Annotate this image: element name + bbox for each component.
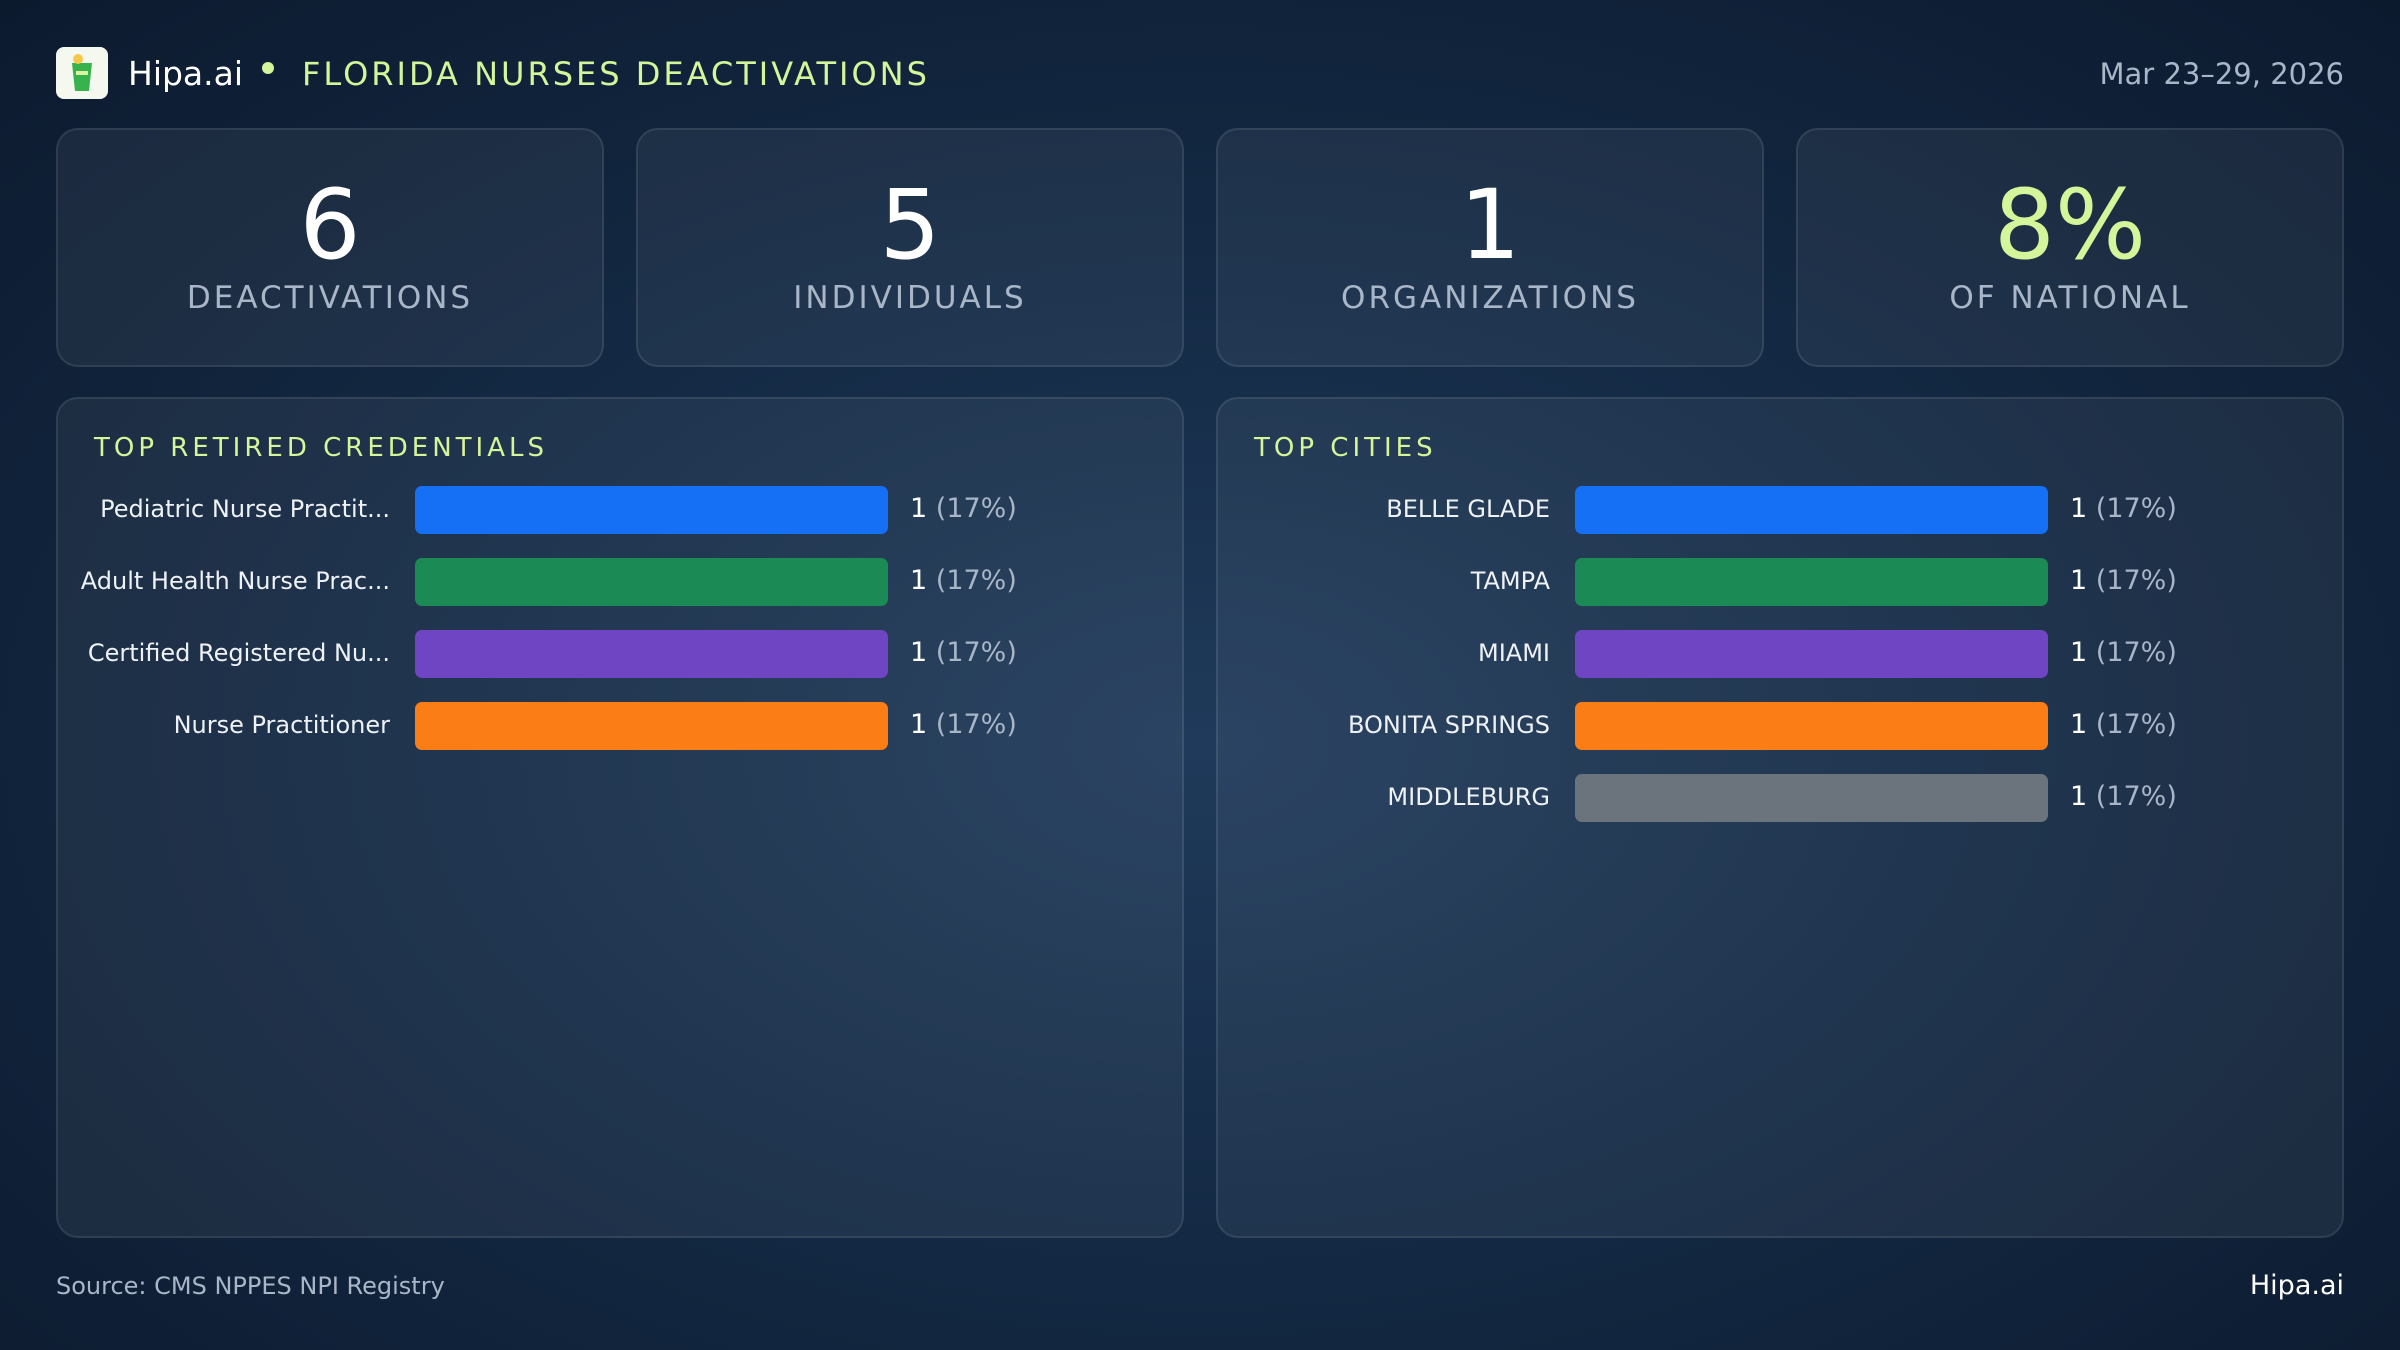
row-label: TAMPA xyxy=(1470,567,1550,595)
chart-panel: TOP RETIRED CREDENTIALS Pediatric Nurse P… xyxy=(56,397,1184,1238)
value-label: 1 (17%) xyxy=(2070,637,2177,668)
percent: (17%) xyxy=(2095,565,2177,596)
bar xyxy=(415,486,888,534)
value-label: 1 (17%) xyxy=(910,565,1017,596)
stat-card: 8% OF NATIONAL xyxy=(1796,128,2344,367)
percent: (17%) xyxy=(2095,709,2177,740)
stat-caption: INDIVIDUALS xyxy=(793,280,1027,316)
stat-card: 1 ORGANIZATIONS xyxy=(1216,128,1764,367)
percent: (17%) xyxy=(935,637,1017,668)
row-label: BONITA SPRINGS xyxy=(1347,711,1550,739)
bar xyxy=(1575,558,2048,606)
row-label: MIDDLEBURG xyxy=(1387,783,1550,811)
row-label: Pediatric Nurse Practit... xyxy=(100,495,390,523)
row-label: MIAMI xyxy=(1478,639,1550,667)
date-range: Mar 23–29, 2026 xyxy=(2099,57,2344,91)
stat-caption: ORGANIZATIONS xyxy=(1341,280,1639,316)
stat-card: 6 DEACTIVATIONS xyxy=(56,128,604,367)
percent: (17%) xyxy=(2095,637,2177,668)
brand: Hipa.ai xyxy=(128,54,244,93)
percent: (17%) xyxy=(935,709,1017,740)
value: 1 xyxy=(2070,493,2088,524)
logo xyxy=(56,47,108,99)
page-title: FLORIDA NURSES DEACTIVATIONS xyxy=(302,55,930,93)
percent: (17%) xyxy=(2095,781,2177,812)
stat-card: 5 INDIVIDUALS xyxy=(636,128,1184,367)
value-label: 1 (17%) xyxy=(2070,565,2177,596)
stat-value: 6 xyxy=(299,169,361,281)
percent: (17%) xyxy=(935,493,1017,524)
chart-panel: TOP CITIES BELLE GLADE 1 (17%) TAMPA 1 (17%)… xyxy=(1216,397,2344,1238)
value: 1 xyxy=(910,709,928,740)
value-label: 1 (17%) xyxy=(2070,781,2177,812)
row-label: Certified Registered Nu... xyxy=(87,639,390,667)
source: Source: CMS NPPES NPI Registry xyxy=(56,1272,445,1300)
value: 1 xyxy=(2070,709,2088,740)
panel-title: TOP CITIES xyxy=(1254,433,1437,463)
stat-value: 1 xyxy=(1459,169,1521,281)
value: 1 xyxy=(910,493,928,524)
footer-brand: Hipa.ai xyxy=(2249,1270,2344,1301)
bar xyxy=(415,630,888,678)
percent: (17%) xyxy=(2095,493,2177,524)
value: 1 xyxy=(910,565,928,596)
bar xyxy=(415,558,888,606)
value: 1 xyxy=(2070,781,2088,812)
bar xyxy=(415,702,888,750)
bar xyxy=(1575,774,2048,822)
row-label: BELLE GLADE xyxy=(1386,495,1550,523)
value: 1 xyxy=(910,637,928,668)
value-label: 1 (17%) xyxy=(910,709,1017,740)
stat-value: 8% xyxy=(1993,169,2147,281)
value-label: 1 (17%) xyxy=(910,637,1017,668)
row-label: Adult Health Nurse Prac... xyxy=(80,567,390,595)
bar xyxy=(1575,630,2048,678)
value-label: 1 (17%) xyxy=(910,493,1017,524)
bar xyxy=(1575,702,2048,750)
value: 1 xyxy=(2070,637,2088,668)
value-label: 1 (17%) xyxy=(2070,493,2177,524)
stat-caption: OF NATIONAL xyxy=(1949,280,2191,316)
value: 1 xyxy=(2070,565,2088,596)
separator-dot xyxy=(262,62,274,74)
stat-value: 5 xyxy=(879,169,941,281)
row-label: Nurse Practitioner xyxy=(173,711,390,739)
value-label: 1 (17%) xyxy=(2070,709,2177,740)
bar xyxy=(1575,486,2048,534)
percent: (17%) xyxy=(935,565,1017,596)
stat-caption: DEACTIVATIONS xyxy=(186,280,474,316)
panel-title: TOP RETIRED CREDENTIALS xyxy=(94,433,548,463)
